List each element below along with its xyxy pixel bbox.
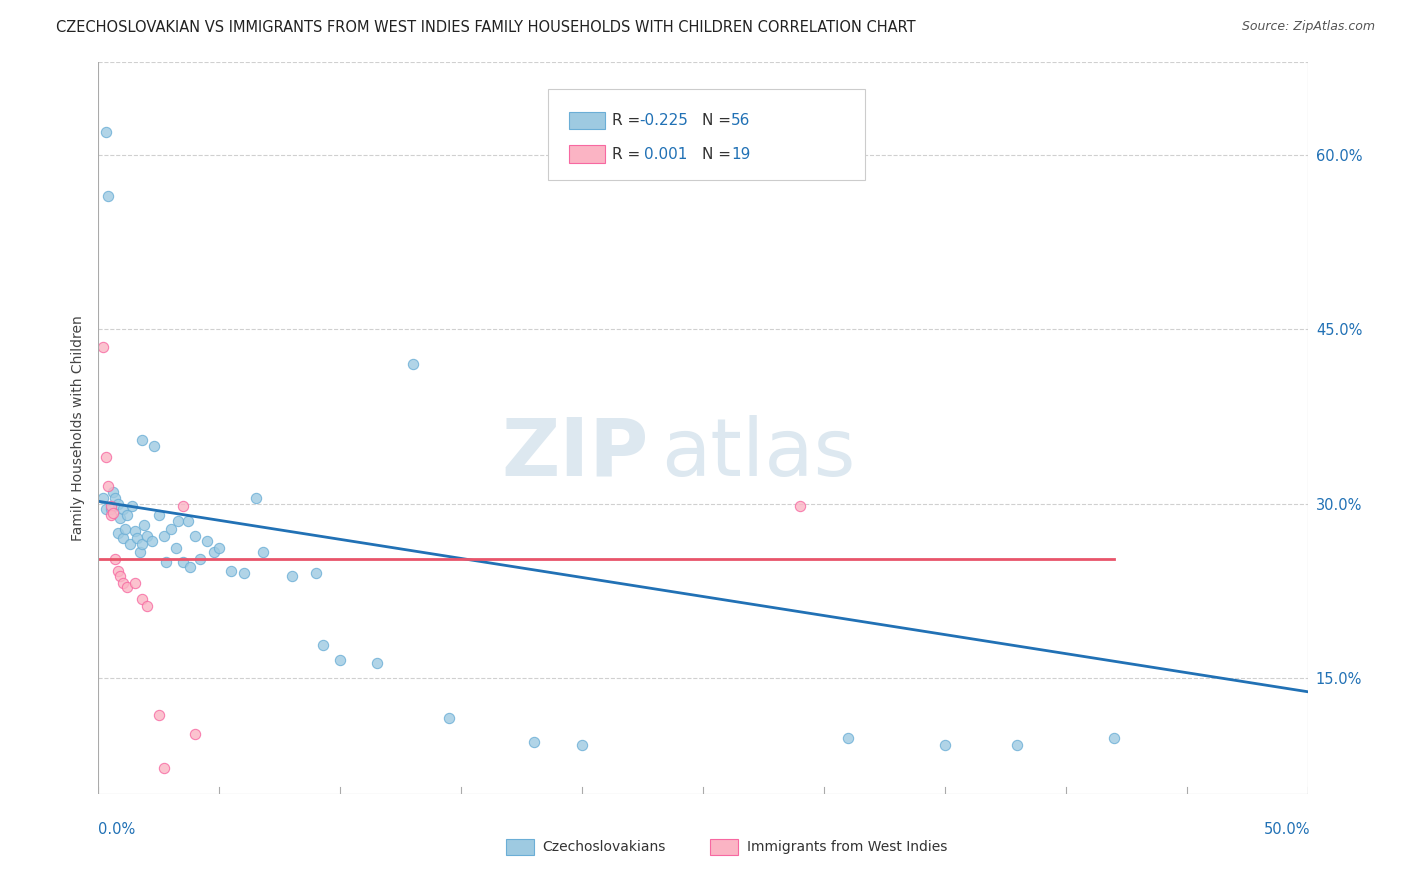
Point bbox=[91, 340, 114, 354]
Text: -0.225: -0.225 bbox=[640, 113, 689, 128]
Point bbox=[204, 545, 226, 559]
Point bbox=[118, 537, 141, 551]
Point bbox=[208, 541, 231, 555]
Text: Immigrants from West Indies: Immigrants from West Indies bbox=[747, 840, 948, 855]
Point bbox=[104, 552, 127, 566]
Point bbox=[789, 499, 811, 513]
Point bbox=[141, 533, 163, 548]
Point bbox=[111, 502, 134, 516]
Point bbox=[97, 189, 120, 203]
Point bbox=[305, 566, 328, 581]
Text: ZIP: ZIP bbox=[502, 415, 648, 492]
Point bbox=[195, 533, 218, 548]
Point bbox=[101, 485, 124, 500]
Text: N =: N = bbox=[702, 147, 735, 161]
Point bbox=[1007, 738, 1029, 752]
Point bbox=[232, 566, 254, 581]
Point bbox=[131, 433, 153, 447]
Point bbox=[177, 514, 200, 528]
Text: 0.0%: 0.0% bbox=[98, 822, 135, 837]
Text: Czechoslovakians: Czechoslovakians bbox=[543, 840, 666, 855]
Point bbox=[148, 508, 170, 523]
Text: 0.001: 0.001 bbox=[644, 147, 688, 161]
Text: R =: R = bbox=[612, 147, 650, 161]
Point bbox=[107, 564, 129, 578]
Point bbox=[179, 560, 201, 574]
Point bbox=[114, 522, 136, 536]
Point bbox=[100, 499, 122, 513]
Point bbox=[245, 491, 267, 505]
Point bbox=[127, 532, 149, 546]
Point bbox=[97, 479, 120, 493]
Point bbox=[221, 564, 243, 578]
Point bbox=[1102, 731, 1125, 746]
Point bbox=[117, 508, 139, 523]
Text: atlas: atlas bbox=[661, 415, 855, 492]
Point bbox=[100, 508, 122, 523]
Point bbox=[128, 545, 150, 559]
Point bbox=[172, 499, 194, 513]
Point bbox=[837, 731, 859, 746]
Point bbox=[934, 738, 956, 752]
Point bbox=[165, 541, 187, 555]
Point bbox=[107, 525, 129, 540]
Point bbox=[101, 506, 124, 520]
Text: N =: N = bbox=[702, 113, 735, 128]
Point bbox=[94, 502, 117, 516]
Point bbox=[124, 524, 146, 539]
Point bbox=[402, 357, 425, 371]
Point bbox=[111, 532, 134, 546]
Text: Source: ZipAtlas.com: Source: ZipAtlas.com bbox=[1241, 20, 1375, 33]
Point bbox=[167, 514, 190, 528]
Text: 50.0%: 50.0% bbox=[1264, 822, 1310, 837]
Point bbox=[104, 491, 127, 505]
Text: R =: R = bbox=[612, 113, 645, 128]
Point bbox=[107, 497, 129, 511]
Point bbox=[172, 555, 194, 569]
Point bbox=[184, 726, 207, 740]
Point bbox=[91, 491, 114, 505]
Point bbox=[108, 510, 131, 524]
Point bbox=[252, 545, 274, 559]
Point bbox=[143, 439, 166, 453]
Point bbox=[148, 707, 170, 722]
Point bbox=[184, 529, 207, 543]
Y-axis label: Family Households with Children: Family Households with Children bbox=[70, 315, 84, 541]
Point bbox=[523, 734, 546, 748]
Point bbox=[571, 738, 593, 752]
Text: CZECHOSLOVAKIAN VS IMMIGRANTS FROM WEST INDIES FAMILY HOUSEHOLDS WITH CHILDREN C: CZECHOSLOVAKIAN VS IMMIGRANTS FROM WEST … bbox=[56, 20, 915, 35]
Text: 56: 56 bbox=[731, 113, 751, 128]
Point bbox=[135, 599, 157, 613]
Point bbox=[124, 575, 146, 590]
Point bbox=[312, 638, 335, 652]
Point bbox=[94, 450, 117, 465]
Point bbox=[152, 529, 174, 543]
Point bbox=[437, 711, 460, 725]
Point bbox=[108, 568, 131, 582]
Point bbox=[160, 522, 183, 536]
Point bbox=[117, 580, 139, 594]
Point bbox=[135, 529, 157, 543]
Point bbox=[131, 537, 153, 551]
Point bbox=[111, 575, 134, 590]
Point bbox=[131, 591, 153, 606]
Point bbox=[188, 552, 211, 566]
Point bbox=[366, 656, 388, 670]
Point bbox=[155, 555, 177, 569]
Text: 19: 19 bbox=[731, 147, 751, 161]
Point bbox=[281, 568, 304, 582]
Point bbox=[134, 517, 156, 532]
Point bbox=[121, 499, 143, 513]
Point bbox=[152, 761, 174, 775]
Point bbox=[100, 502, 122, 516]
Point bbox=[94, 125, 117, 139]
Point bbox=[329, 653, 352, 667]
